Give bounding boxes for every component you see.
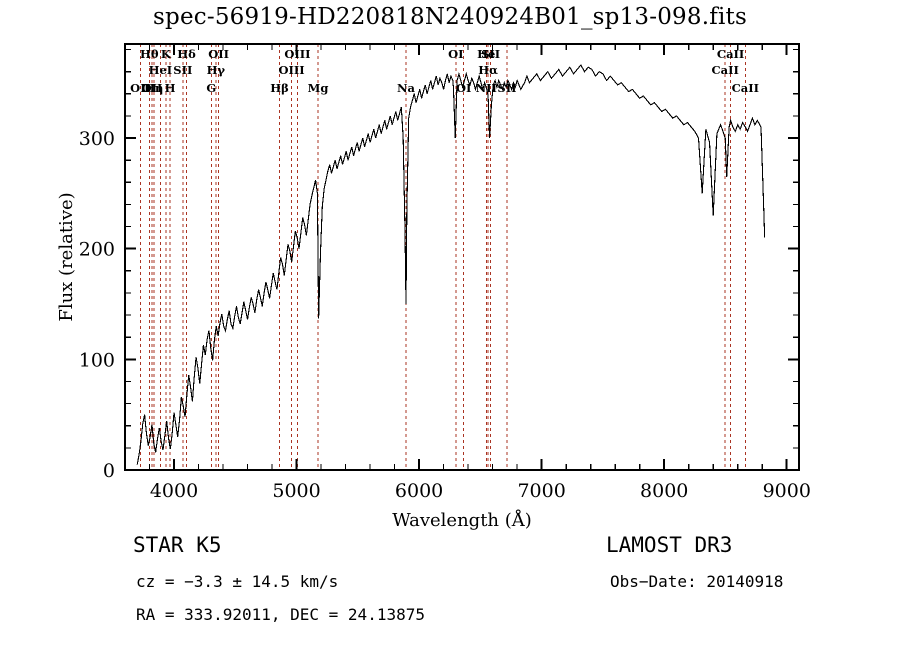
spectrum-trace [136, 64, 766, 465]
x-tick-label: 7000 [517, 480, 565, 502]
spectral-line-label: G [206, 81, 216, 95]
x-axis-ticks: 4000 5000 6000 7000 8000 9000 [148, 44, 811, 502]
survey-label: LAMOST DR3 [606, 533, 733, 557]
spectral-line-label: Hγ [207, 63, 226, 77]
page-title: spec-56919-HD220818N240924B01_sp13-098.f… [153, 4, 747, 30]
spectral-line-label: SII [481, 47, 500, 61]
redshift-velocity-label: cz = −3.3 ± 14.5 km/s [136, 572, 339, 591]
x-tick-label: 4000 [150, 480, 198, 502]
x-tick-label: 9000 [763, 480, 811, 502]
x-tick-label: 5000 [272, 480, 320, 502]
spectral-line-label: CaII [732, 81, 759, 95]
spectral-line-label: OIII [284, 47, 310, 61]
y-tick-label: 100 [79, 349, 115, 371]
spectral-line-label: Na [397, 81, 416, 95]
spectral-line-label: Hδ [177, 47, 196, 61]
y-axis-ticks: 0 100 200 300 [79, 48, 799, 482]
spectral-line-label: HeI [149, 63, 173, 77]
x-axis-label: Wavelength (Å) [392, 509, 532, 531]
axes-frame [124, 43, 800, 471]
coordinates-label: RA = 333.92011, DEC = 24.13875 [136, 605, 425, 624]
spectral-line-label: OII [208, 47, 229, 61]
spectral-line-label: Hθ [140, 47, 159, 61]
spectral-line-label: Hη [144, 81, 163, 95]
spectral-line-label: CaII [717, 47, 744, 61]
obs-date-label: Obs−Date: 20140918 [610, 572, 784, 591]
spectral-line-label: OI [448, 47, 463, 61]
spectral-line-label: He [477, 47, 495, 61]
spectral-line-label: Hα [478, 63, 498, 77]
spectral-line-label: Mg [308, 81, 329, 95]
object-class-label: STAR K5 [133, 533, 222, 557]
y-tick-label: 200 [79, 239, 115, 261]
spectral-line-label: OII [142, 81, 163, 95]
spectral-line-label: SII [497, 81, 516, 95]
spectral-line-label: NII [476, 81, 497, 95]
spectral-line-label: H [165, 81, 176, 95]
spectral-line-label: OIII [278, 63, 304, 77]
spectral-line-label: OI [456, 81, 471, 95]
spectral-line-label: Hβ [270, 81, 289, 95]
x-tick-label: 6000 [395, 480, 443, 502]
x-tick-label: 8000 [640, 480, 688, 502]
spectral-line-markers [140, 44, 746, 470]
y-tick-label: 0 [103, 460, 115, 482]
spectral-line-label: K [161, 47, 172, 61]
spectral-line-label: SII [173, 63, 192, 77]
y-tick-label: 300 [79, 128, 115, 150]
spectral-line-label: OII [130, 81, 151, 95]
y-axis-label: Flux (relative) [56, 192, 77, 321]
spectral-line-label: CaII [712, 63, 739, 77]
